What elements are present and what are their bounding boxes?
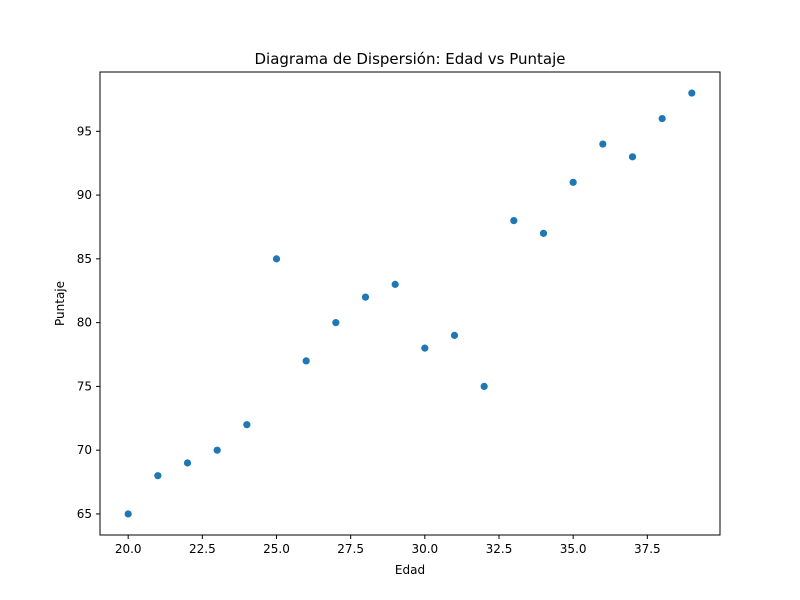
plot-area	[124, 89, 696, 518]
data-point	[213, 446, 221, 454]
data-point	[480, 382, 488, 391]
x-tick-label: 37.5	[634, 542, 661, 556]
data-point	[243, 421, 251, 429]
y-tick-label: 75	[77, 379, 92, 393]
chart-title: Diagrama de Dispersión: Edad vs Puntaje	[254, 50, 565, 68]
y-tick-label: 90	[77, 188, 92, 202]
data-point	[450, 331, 459, 339]
data-point	[510, 216, 518, 225]
plot-frame	[99, 71, 721, 536]
y-tick-label: 95	[77, 124, 92, 138]
x-tick-label: 35.0	[560, 542, 587, 556]
data-point	[154, 472, 162, 480]
data-point	[569, 178, 577, 186]
x-tick-label: 22.5	[189, 542, 216, 556]
data-point	[124, 510, 132, 518]
data-point	[332, 319, 340, 327]
y-axis-label: Puntaje	[53, 281, 67, 326]
data-point	[302, 357, 310, 365]
x-tick-label: 20.0	[115, 542, 142, 556]
y-tick-label: 85	[77, 252, 92, 266]
x-tick-label: 25.0	[263, 542, 290, 556]
data-point	[539, 229, 548, 237]
data-point	[361, 293, 370, 301]
x-tick-label: 30.0	[411, 542, 438, 556]
data-point	[272, 255, 281, 263]
data-point	[628, 153, 637, 161]
data-point	[391, 280, 399, 288]
data-point	[421, 344, 429, 352]
x-tick-label: 27.5	[337, 542, 364, 556]
y-axis-ticks: 65 70 75 80 85 90 95	[77, 124, 100, 521]
y-tick-label: 65	[77, 507, 92, 521]
data-point	[183, 459, 192, 467]
data-point	[599, 140, 607, 148]
x-tick-label: 32.5	[486, 542, 513, 556]
y-tick-label: 80	[77, 316, 92, 330]
x-axis-label: Edad	[395, 563, 425, 577]
x-axis-ticks: 20.0 22.5 25.0 27.5 30.0 32.5 35.0 37.5	[115, 535, 661, 556]
data-point	[688, 89, 696, 97]
y-tick-label: 70	[77, 443, 92, 457]
data-point	[658, 114, 666, 123]
